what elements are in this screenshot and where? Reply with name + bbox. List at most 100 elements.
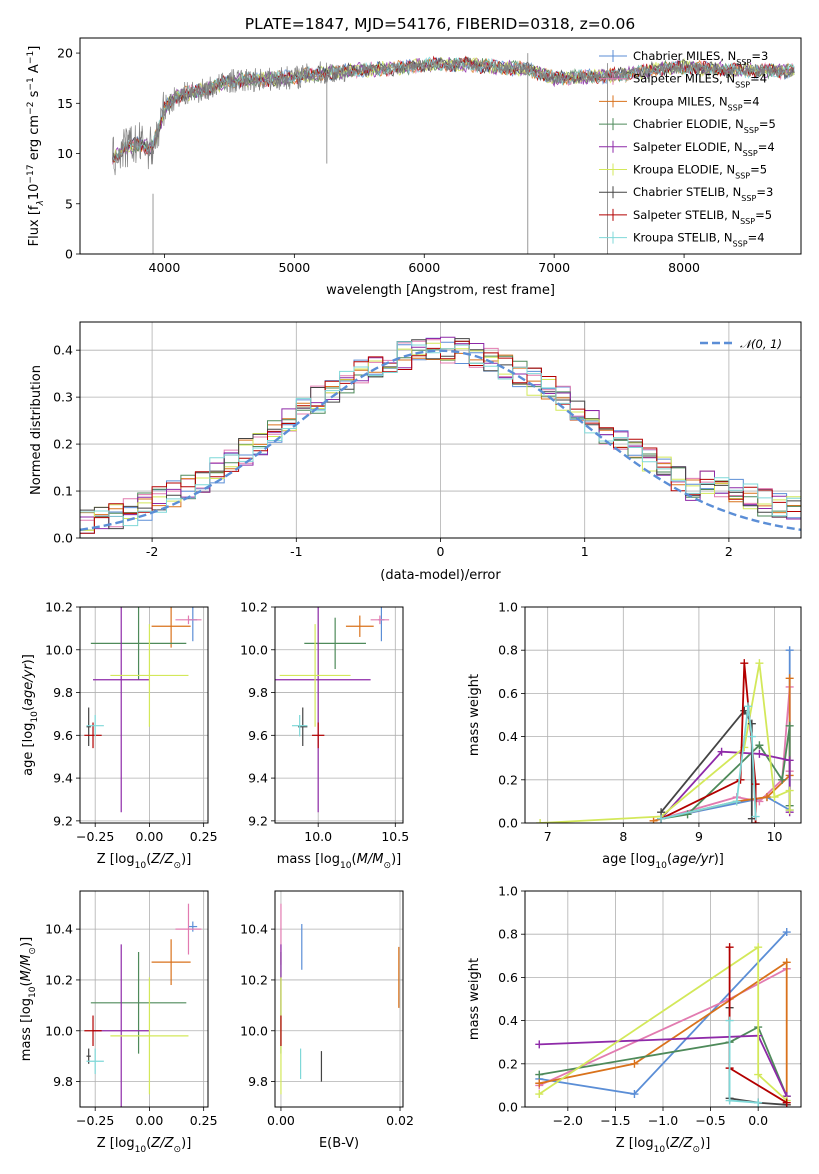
label-part: =4	[748, 231, 765, 245]
y-axis-label: mass [log10(M/M⊙)]	[19, 937, 38, 1061]
label-part: )]	[181, 1136, 191, 1151]
mass-vs-metallicity-panel: −0.25 0.00 0.259.810.010.210.4Z [log10(Z/Z…	[19, 890, 218, 1155]
label-part: Chabrier MILES, N	[633, 49, 736, 63]
label-part: Z/Z	[150, 1136, 174, 1151]
x-axis-label: (data-model)/error	[380, 568, 501, 583]
y-axis-label: mass weight	[467, 674, 482, 756]
x-tick-label: 0.00	[136, 829, 164, 844]
legend-entry-chabrier_elodie: Chabrier ELODIE, NSSP=5	[633, 117, 776, 135]
weight-marker-kroupa_elodie	[785, 786, 794, 795]
figure-title: PLATE=1847, MJD=54176, FIBERID=0318, z=0…	[245, 15, 635, 33]
label-part: Z/Z	[150, 852, 174, 867]
weight-marker-kroupa_stelib	[657, 814, 666, 823]
y-tick-label: 0.0	[53, 531, 73, 546]
weight-marker-kroupa_stelib	[754, 1098, 763, 1107]
legend-entry-normal: 𝒩(0, 1)	[740, 337, 782, 351]
weight-marker-kroupa_stelib	[732, 797, 741, 806]
weight-marker-kroupa_miles	[785, 674, 794, 683]
residual-histogram-panel: -2 -1 0 1 2 0.0 0.1 0.2 0.3 0.4 𝒩(0, 1) (data-model…	[29, 321, 802, 583]
y-tick-label: 10.2	[45, 972, 73, 987]
y-tick-label: 9.2	[248, 813, 268, 828]
y-tick-label: 0.4	[498, 729, 518, 744]
weight-marker-kroupa_stelib	[744, 702, 753, 711]
x-axis-label: E(B-V)	[319, 1136, 359, 1151]
errorbar-salpeter_miles	[370, 615, 390, 625]
weight-line-kroupa_stelib	[728, 1020, 759, 1104]
errorbar-chabrier_miles	[188, 921, 198, 932]
axes-frame	[274, 890, 404, 1108]
x-tick-label: 8000	[668, 260, 700, 275]
weight-line-kroupa_miles	[539, 960, 788, 1105]
age-vs-mass-panel: 10.0 10.5 9.2 9.4 9.6 9.8 10.0 10.2 mass [log10(…	[240, 600, 409, 872]
label-part: Z [log	[97, 852, 135, 867]
label-part: mass [log	[277, 852, 340, 867]
y-tick-label: 9.2	[53, 813, 73, 828]
label-part: ⊙	[28, 947, 38, 955]
axes-frame	[274, 606, 404, 824]
x-axis-label: mass [log10(M/M⊙)]	[277, 852, 401, 871]
x-tick-label: 0.25	[190, 1113, 218, 1128]
y-tick-label: 10.4	[240, 922, 268, 937]
y-tick-label: 10.0	[240, 1023, 268, 1038]
label-part: 10	[30, 711, 40, 723]
label-part: Salpeter ELODIE, N	[633, 140, 743, 154]
label-part: =5	[759, 117, 776, 131]
errorbar-plot-area	[280, 903, 400, 1095]
y-tick-label: 9.8	[53, 1074, 73, 1089]
weight-marker-kroupa_stelib	[725, 1016, 734, 1025]
label-part: −1	[26, 51, 36, 64]
weight-marker-salpeter_elodie	[755, 749, 764, 758]
y-tick-label: 0.4	[498, 1013, 518, 1028]
y-tick-label: 1.0	[498, 600, 518, 615]
axes-frame	[524, 606, 802, 824]
y-axis-label: mass weight	[467, 958, 482, 1040]
weight-marker-kroupa_elodie	[785, 806, 794, 815]
errorbar-plot-area	[275, 607, 390, 813]
label-part: 10	[28, 986, 38, 998]
label-part: age/yr	[21, 663, 36, 706]
x-tick-label: 9	[695, 829, 703, 844]
weight-marker-kroupa_elodie	[536, 819, 545, 823]
x-tick-label: 1	[581, 544, 589, 559]
x-tick-label: 0.0	[748, 1113, 768, 1128]
label-part: SSP	[740, 216, 755, 225]
label-part: M/M	[19, 955, 34, 982]
errorbar-chabrier_elodie	[90, 607, 187, 680]
y-tick-label: 0.8	[498, 643, 518, 658]
label-part: Kroupa MILES, N	[633, 94, 728, 108]
label-part: =4	[750, 72, 767, 86]
axes-frame	[79, 606, 209, 824]
x-tick-label: 0	[437, 544, 445, 559]
weight-marker-kroupa_elodie	[754, 943, 763, 952]
y-tick-label: 10.2	[240, 600, 268, 615]
x-tick-label: 0.00	[136, 1113, 164, 1128]
x-tick-label: 7000	[538, 260, 570, 275]
errorbar-plot-area	[84, 903, 202, 1107]
y-tick-label: 0.1	[53, 484, 73, 499]
legend-entry-chabrier_stelib: Chabrier STELIB, NSSP=3	[633, 185, 773, 203]
label-part: )]	[391, 852, 401, 867]
label-part: SSP	[741, 194, 756, 203]
errorbar-salpeter_elodie	[93, 607, 150, 813]
y-tick-label: 10.2	[45, 600, 73, 615]
y-tick-label: 0.3	[53, 390, 73, 405]
y-tick-label: 0.8	[498, 927, 518, 942]
label-part: s	[27, 90, 42, 101]
weight-marker-kroupa_elodie	[535, 1090, 544, 1099]
weight-line-kroupa_elodie	[538, 945, 788, 1102]
errorbar-kroupa_stelib	[86, 1048, 104, 1074]
label-part: ⊙	[174, 1145, 182, 1155]
weight-marker-kroupa_elodie	[754, 1070, 763, 1079]
label-part: ]	[27, 46, 42, 51]
errorbar-kroupa_stelib	[86, 715, 104, 737]
y-tick-label: 10.0	[240, 642, 268, 657]
label-part: SSP	[736, 58, 751, 67]
y-tick-label: 20	[57, 46, 73, 61]
x-axis-label: Z [log10(Z/Z⊙)]	[97, 1136, 192, 1155]
label-part: (	[21, 706, 36, 711]
label-part: SSP	[728, 103, 743, 112]
weight-marker-kroupa_miles	[762, 793, 771, 802]
label-part: −1	[26, 77, 36, 90]
label-part: Salpeter STELIB, N	[633, 208, 740, 222]
weight-marker-kroupa_miles	[649, 816, 658, 823]
